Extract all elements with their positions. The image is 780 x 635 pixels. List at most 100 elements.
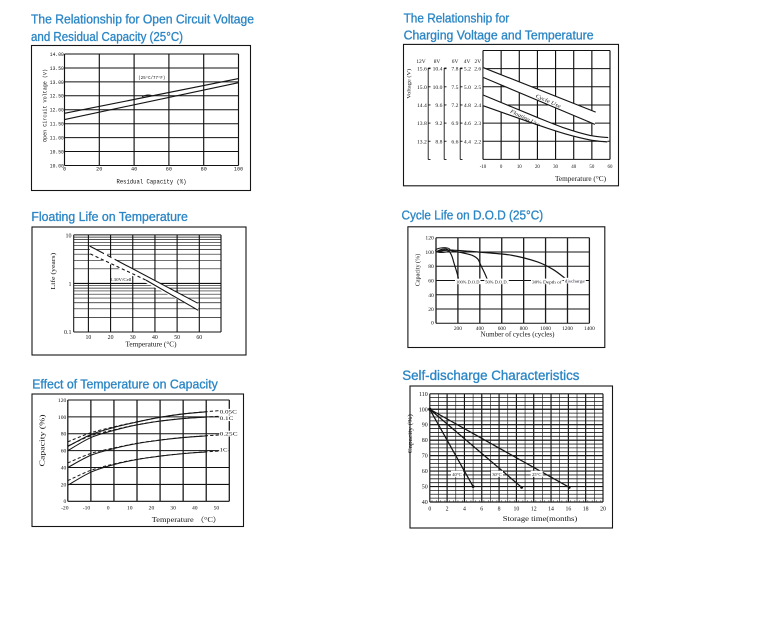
svg-text:2: 2	[446, 506, 449, 512]
svg-text:0: 0	[431, 321, 434, 327]
svg-text:Floating Life on Temperature: Floating Life on Temperature	[31, 209, 188, 224]
svg-text:2.3: 2.3	[474, 121, 481, 127]
svg-text:8.8: 8.8	[435, 139, 442, 145]
svg-text:40°C: 40°C	[452, 472, 462, 477]
svg-text:10: 10	[86, 335, 92, 341]
svg-text:80: 80	[422, 438, 428, 444]
svg-text:Self-discharge Characteristics: Self-discharge Characteristics	[402, 368, 580, 383]
svg-text:100: 100	[425, 250, 434, 256]
svg-text:60: 60	[196, 335, 202, 341]
svg-text:600: 600	[498, 326, 506, 332]
svg-text:80: 80	[61, 432, 67, 438]
svg-text:Temperature (°C): Temperature (°C)	[126, 342, 177, 349]
svg-text:10.00: 10.00	[50, 163, 64, 169]
svg-text:4: 4	[463, 506, 466, 512]
svg-text:20: 20	[61, 482, 67, 488]
svg-text:0: 0	[500, 165, 503, 170]
svg-text:Capacity (%): Capacity (%)	[407, 414, 414, 453]
svg-text:10: 10	[66, 233, 72, 239]
svg-text:Temperature （°C）: Temperature （°C）	[152, 516, 222, 524]
svg-text:Residual Capacity (%): Residual Capacity (%)	[117, 178, 187, 185]
svg-text:6: 6	[480, 506, 483, 512]
svg-text:13.00: 13.00	[50, 80, 64, 86]
svg-text:-20: -20	[61, 506, 69, 512]
svg-text:30: 30	[170, 506, 176, 512]
svg-text:50% D.O.D.: 50% D.O.D.	[485, 279, 508, 284]
svg-text:50: 50	[174, 335, 180, 341]
svg-text:6.9: 6.9	[451, 121, 458, 127]
svg-text:20: 20	[428, 307, 434, 313]
svg-text:7.5: 7.5	[451, 85, 458, 91]
svg-text:1400: 1400	[584, 326, 595, 332]
svg-text:15.6: 15.6	[417, 67, 427, 73]
svg-text:8: 8	[498, 506, 501, 512]
svg-text:200: 200	[454, 326, 462, 332]
svg-text:0.05C: 0.05C	[220, 410, 238, 416]
svg-text:50: 50	[422, 485, 428, 491]
svg-text:0: 0	[63, 166, 66, 172]
svg-text:1200: 1200	[562, 326, 573, 332]
svg-text:30: 30	[130, 335, 136, 341]
svg-text:25°C: 25°C	[532, 472, 542, 477]
svg-text:40: 40	[192, 506, 198, 512]
svg-text:100: 100	[234, 166, 243, 172]
svg-text:2V: 2V	[475, 59, 482, 65]
svg-text:The Relationship for: The Relationship for	[404, 10, 510, 25]
svg-text:Temperature (°C): Temperature (°C)	[555, 176, 606, 183]
svg-text:-10: -10	[480, 165, 487, 170]
svg-text:2.30V/Cell: 2.30V/Cell	[110, 277, 132, 282]
svg-text:0.1C: 0.1C	[220, 416, 234, 422]
svg-text:10: 10	[517, 165, 522, 170]
svg-text:Number of cycles (cycles): Number of cycles (cycles)	[481, 332, 555, 339]
svg-text:15.0: 15.0	[417, 85, 427, 91]
svg-text:40: 40	[61, 465, 67, 471]
svg-text:Open Circuit Voltage (V): Open Circuit Voltage (V)	[42, 69, 49, 142]
svg-text:40: 40	[152, 335, 158, 341]
svg-text:13.8: 13.8	[417, 121, 427, 127]
svg-text:1: 1	[69, 282, 72, 288]
svg-text:Capacity (%): Capacity (%)	[414, 254, 421, 287]
svg-text:13.2: 13.2	[417, 139, 427, 145]
svg-text:13.50: 13.50	[50, 66, 64, 72]
svg-text:120: 120	[58, 398, 67, 404]
svg-text:12V: 12V	[416, 59, 425, 65]
svg-text:9.2: 9.2	[435, 121, 442, 127]
svg-text:30: 30	[553, 165, 558, 170]
svg-text:7.8: 7.8	[451, 67, 458, 73]
svg-text:7.2: 7.2	[451, 103, 458, 109]
svg-text:0.1: 0.1	[64, 330, 72, 336]
svg-text:Voltage (V): Voltage (V)	[406, 68, 413, 98]
svg-text:0: 0	[428, 506, 431, 512]
svg-text:Life (years): Life (years)	[50, 253, 57, 290]
svg-text:2.4: 2.4	[474, 103, 481, 109]
svg-text:800: 800	[520, 326, 528, 332]
svg-text:10: 10	[514, 506, 520, 512]
svg-text:60: 60	[608, 165, 613, 170]
svg-text:100: 100	[58, 415, 67, 421]
svg-text:40: 40	[428, 293, 434, 299]
svg-text:40: 40	[131, 166, 137, 172]
svg-text:110: 110	[419, 392, 428, 398]
svg-text:100% D.O.D: 100% D.O.D	[456, 279, 480, 284]
svg-text:60: 60	[166, 166, 172, 172]
svg-text:5.2: 5.2	[464, 67, 471, 73]
svg-text:10.4: 10.4	[433, 67, 443, 73]
svg-text:14.4: 14.4	[417, 103, 427, 109]
svg-text:0: 0	[64, 499, 67, 505]
svg-text:Charging Voltage and Temperatu: Charging Voltage and Temperature	[404, 27, 594, 42]
svg-text:50: 50	[214, 506, 220, 512]
svg-text:Effect of Temperature on Capac: Effect of Temperature on Capacity	[32, 377, 218, 392]
svg-text:20: 20	[149, 506, 155, 512]
svg-text:40: 40	[422, 500, 428, 506]
svg-text:400: 400	[476, 326, 484, 332]
svg-text:60: 60	[61, 449, 67, 455]
svg-text:12: 12	[531, 506, 537, 512]
svg-text:0.25C: 0.25C	[220, 431, 238, 437]
svg-text:2.2: 2.2	[474, 139, 481, 145]
svg-text:40: 40	[571, 165, 576, 170]
svg-text:6V: 6V	[452, 59, 459, 65]
svg-text:4V: 4V	[464, 59, 471, 65]
svg-text:11.00: 11.00	[50, 136, 64, 142]
svg-text:5.0: 5.0	[464, 85, 471, 91]
svg-text:and Residual Capacity (25°C): and Residual Capacity (25°C)	[31, 29, 183, 44]
